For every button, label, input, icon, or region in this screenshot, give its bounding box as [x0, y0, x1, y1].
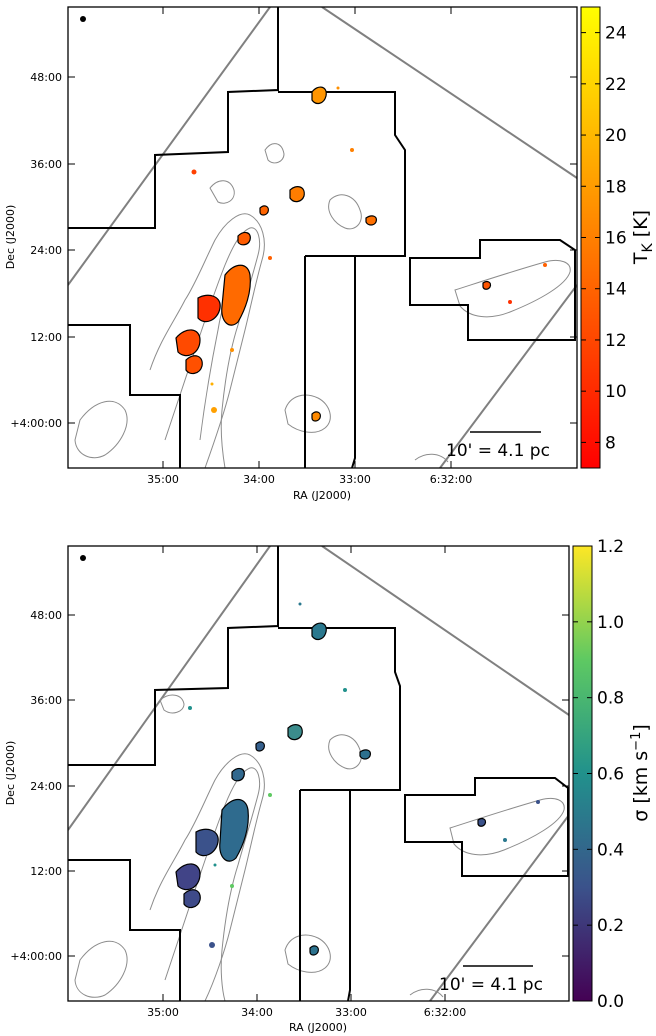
x-tick-label: 34:00: [241, 1006, 273, 1019]
scale-bar-label: 10' = 4.1 pc: [439, 975, 543, 995]
diagonal-edge-line: [68, 546, 271, 831]
y-tick-label: 48:00: [30, 609, 62, 622]
diagonal-edge-line: [321, 7, 577, 179]
colorbar-tick-label: 0.2: [597, 916, 624, 936]
diagonal-edge-line: [321, 546, 569, 716]
y-tick-label: 12:00: [30, 331, 62, 344]
velocity-dispersion-clumps: [175, 622, 487, 956]
colorbar-tick-label: 22: [605, 75, 627, 95]
survey-footprint-outline: [68, 546, 569, 1001]
x-tick-label: 35:00: [147, 1006, 179, 1019]
x-tick-label: 6:32:00: [424, 1006, 466, 1019]
y-tick-label: 36:00: [30, 158, 62, 171]
column-density-contours: [74, 694, 565, 1001]
survey-footprint-outline: [68, 7, 576, 468]
scale-bar-label: 10' = 4.1 pc: [446, 441, 550, 461]
temperature-clumps: [175, 86, 492, 422]
x-axis-label: RA (J2000): [289, 1021, 347, 1034]
beam-marker: [80, 555, 86, 561]
colorbar-tick-label: 0.6: [597, 765, 624, 785]
colorbar-tick-label: 24: [605, 24, 627, 44]
colorbar-tick-label: 0.0: [597, 992, 624, 1012]
velocity-dispersion-map-panel: 10' = 4.1 pc 48:00 36:00 24:00 12:00 +4:…: [4, 537, 652, 1034]
axis-ticks: [68, 546, 569, 1001]
colorbar-tick-label: 18: [605, 177, 627, 197]
colorbar-tick-label: 20: [605, 126, 627, 146]
colorbar-tick-label: 8: [605, 433, 616, 453]
colorbar-ticks: 0.0 0.2 0.4 0.6 0.8 1.0 1.2: [573, 537, 624, 1012]
x-tick-label: 33:00: [339, 473, 371, 486]
y-tick-label: 12:00: [30, 865, 62, 878]
colorbar-tick-label: 0.8: [597, 689, 624, 709]
axes-frame: [67, 6, 578, 469]
x-tick-label: 6:32:00: [430, 473, 472, 486]
axes-frame: [67, 545, 570, 1002]
x-tick-label: 34:00: [243, 473, 275, 486]
y-tick-label: +4:00:00: [10, 417, 62, 430]
colorbar-tick-label: 16: [605, 229, 627, 249]
temperature-scatter-pixels: [191, 86, 547, 413]
beam-marker: [80, 16, 86, 22]
colorbar-tick-label: 1.0: [597, 613, 624, 633]
axis-ticks: [68, 7, 577, 468]
y-tick-label: +4:00:00: [10, 950, 62, 963]
x-axis-label: RA (J2000): [293, 489, 351, 502]
diagonal-edge-line: [68, 7, 271, 286]
x-tick-label: 35:00: [147, 473, 179, 486]
y-tick-label: 24:00: [30, 244, 62, 257]
velocity-dispersion-scatter-pixels: [188, 602, 540, 948]
colorbar-tick-label: 14: [605, 280, 627, 300]
diagonal-edge-line: [429, 814, 569, 1001]
x-tick-label: 33:00: [335, 1006, 367, 1019]
colorbar-tick-label: 10: [605, 382, 627, 402]
colorbar-tick-label: 1.2: [597, 537, 624, 557]
y-tick-label: 36:00: [30, 694, 62, 707]
colorbar-label: TK [K]: [630, 210, 656, 265]
diagonal-edge-line: [439, 284, 577, 468]
colorbar-tick-label: 0.4: [597, 840, 624, 860]
colorbar-label: σ [km s−1]: [629, 724, 652, 822]
y-tick-label: 24:00: [30, 780, 62, 793]
colorbar-ticks: 8 10 12 14 16 18 20 22 24: [581, 24, 627, 453]
y-axis-label: Dec (J2000): [4, 205, 17, 270]
column-density-contours: [74, 143, 571, 468]
temperature-map-panel: 10' = 4.1 pc 48:00 36:00 24:00 12:00 +4:…: [4, 6, 656, 502]
y-axis-label: Dec (J2000): [4, 741, 17, 806]
colorbar-tick-label: 12: [605, 331, 627, 351]
y-tick-label: 48:00: [30, 71, 62, 84]
